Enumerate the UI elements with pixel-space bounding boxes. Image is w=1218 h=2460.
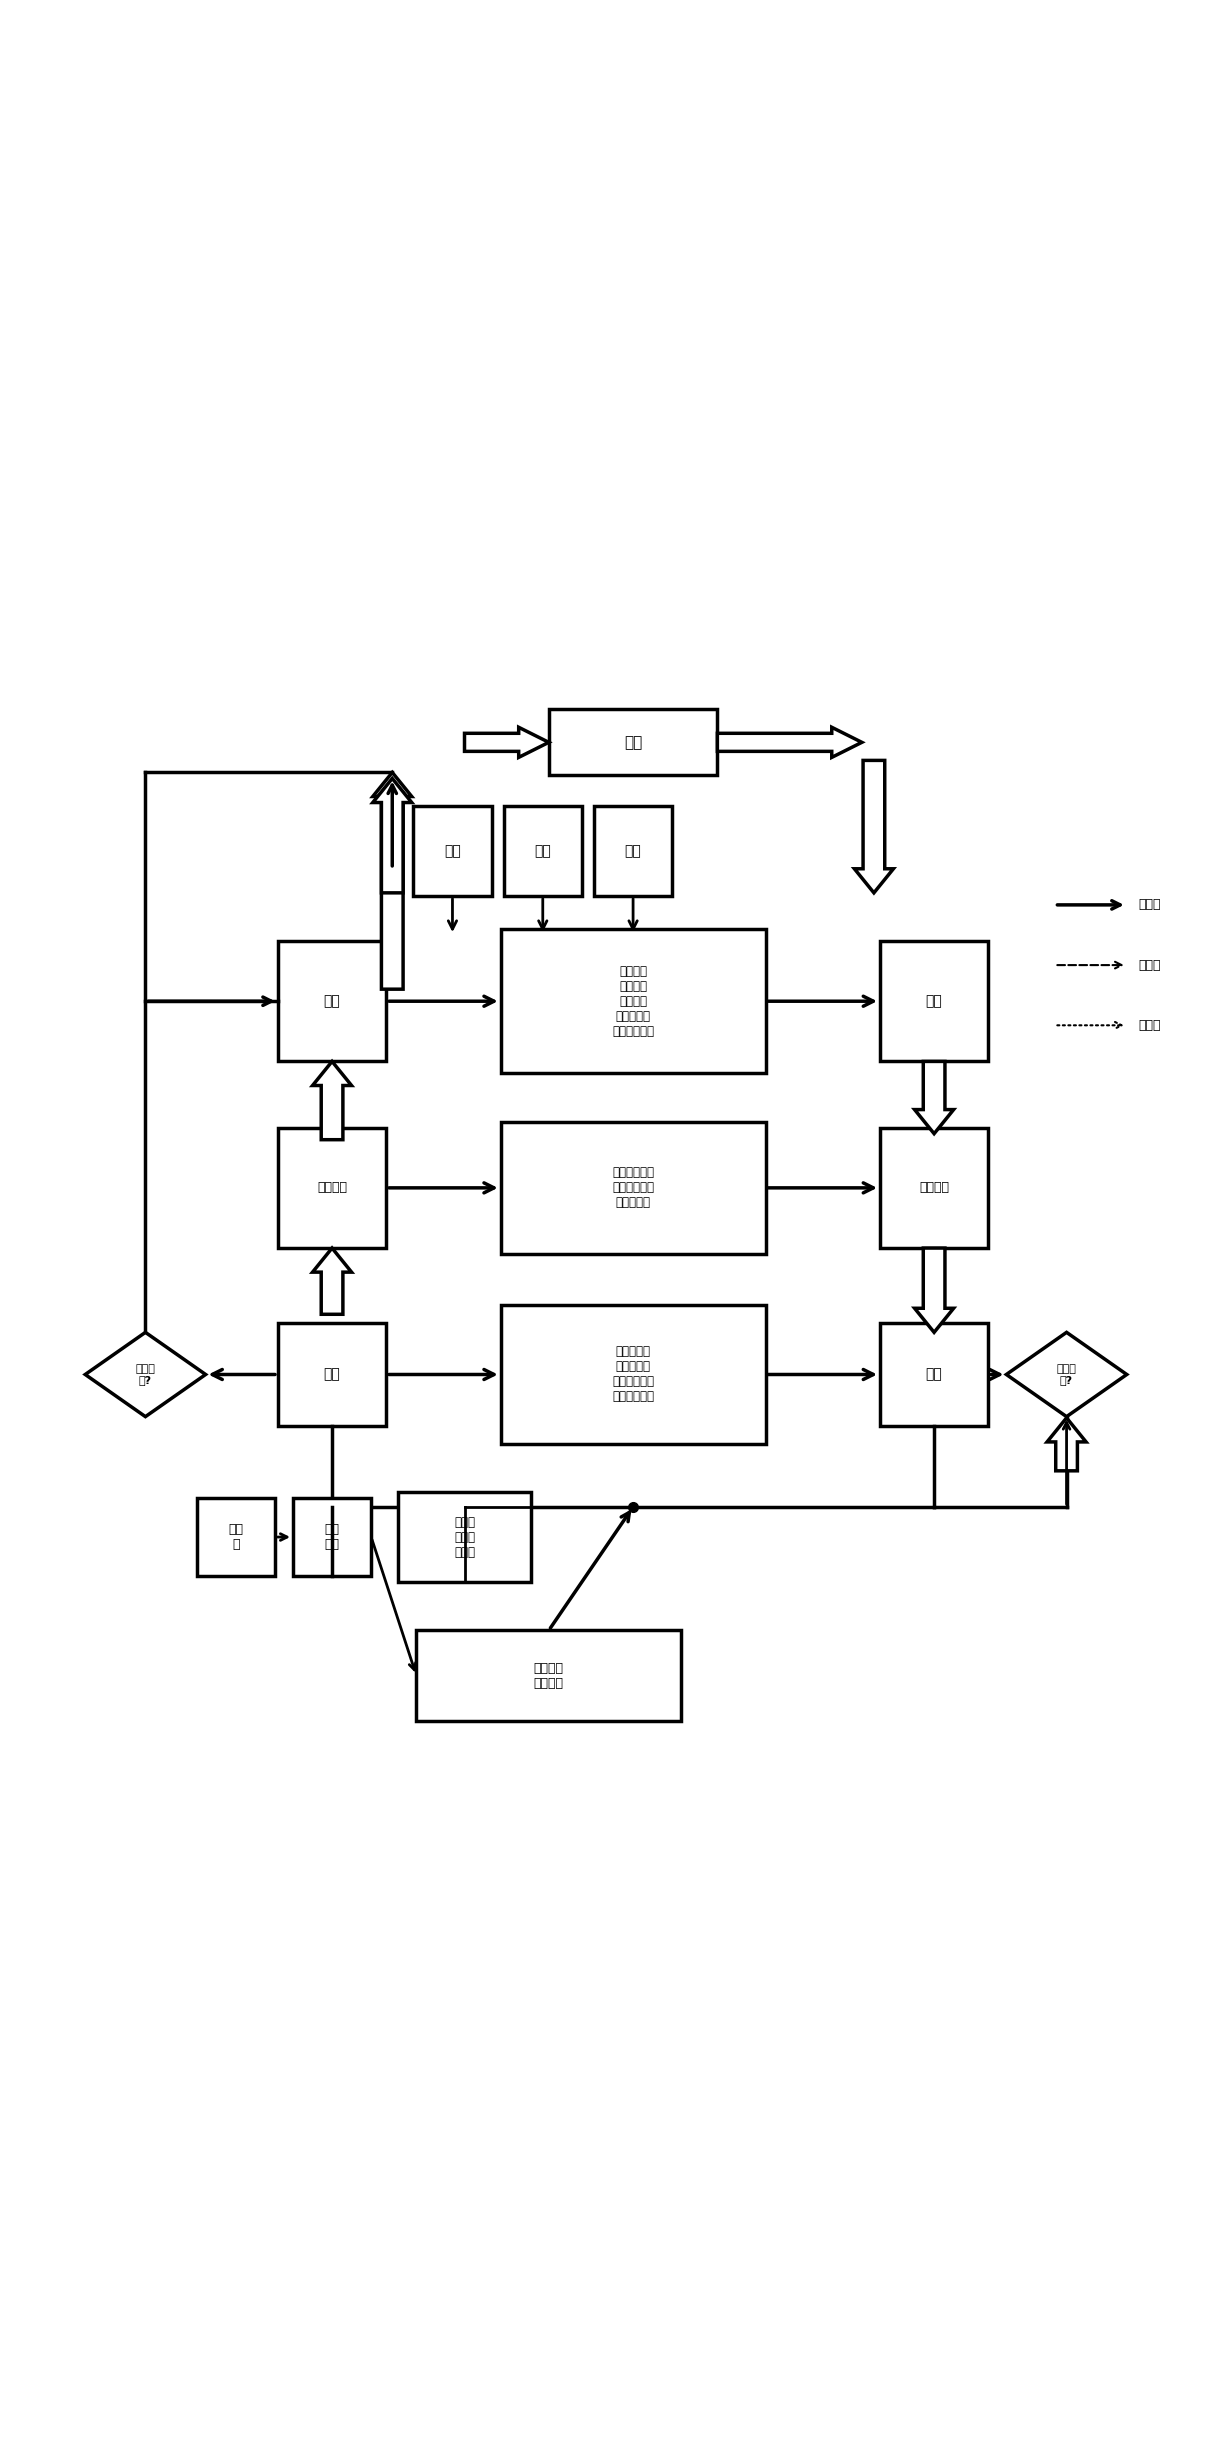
Bar <box>501 1306 766 1444</box>
Polygon shape <box>85 1333 206 1417</box>
Text: 数据流: 数据流 <box>1139 959 1161 972</box>
Polygon shape <box>1006 1333 1127 1417</box>
FancyArrow shape <box>373 777 412 893</box>
Text: 【运载工具】
部件标签识别
车载阅读器: 【运载工具】 部件标签识别 车载阅读器 <box>613 1166 654 1210</box>
FancyArrow shape <box>373 772 412 989</box>
FancyArrow shape <box>717 728 862 758</box>
Text: 库存不
足报警
触发值: 库存不 足报警 触发值 <box>454 1515 475 1560</box>
FancyArrow shape <box>915 1247 954 1333</box>
Text: 库内运输: 库内运输 <box>920 1181 949 1196</box>
FancyArrow shape <box>854 760 894 893</box>
FancyArrow shape <box>915 1060 954 1134</box>
Bar <box>278 1127 386 1247</box>
Bar <box>879 942 988 1060</box>
Text: 空间不
足?: 空间不 足? <box>135 1363 156 1385</box>
Bar <box>594 804 672 895</box>
Text: 下架: 下架 <box>926 994 943 1009</box>
Bar <box>549 708 717 775</box>
Bar <box>398 1491 531 1582</box>
Text: 工作流: 工作流 <box>1139 898 1161 910</box>
Text: 存储: 存储 <box>624 736 642 750</box>
Bar <box>413 804 492 895</box>
Bar <box>503 804 582 895</box>
Bar <box>879 1323 988 1427</box>
Text: 出库: 出库 <box>926 1368 943 1383</box>
Text: 库内运输: 库内运输 <box>317 1181 347 1196</box>
Text: 供货
商: 供货 商 <box>228 1523 244 1552</box>
Bar <box>501 930 766 1073</box>
Text: 【货位】
部件位置
货位标签
手持机软件
自动立体仓库: 【货位】 部件位置 货位标签 手持机软件 自动立体仓库 <box>613 964 654 1038</box>
Text: 上架: 上架 <box>324 994 340 1009</box>
Text: 控制流: 控制流 <box>1139 1018 1161 1031</box>
Text: 【出入口】
都能半固卡
部件位标识别
工位标签软件: 【出入口】 都能半固卡 部件位标识别 工位标签软件 <box>613 1346 654 1405</box>
Text: 派度: 派度 <box>625 844 642 859</box>
Bar <box>417 1631 681 1720</box>
FancyArrow shape <box>313 1247 352 1314</box>
Text: 盘点: 盘点 <box>445 844 460 859</box>
Bar <box>501 1122 766 1255</box>
Bar <box>196 1498 275 1577</box>
Bar <box>879 1127 988 1247</box>
FancyArrow shape <box>313 1060 352 1139</box>
FancyArrow shape <box>464 728 549 758</box>
Bar <box>278 1323 386 1427</box>
Text: 库存不
足?: 库存不 足? <box>1057 1363 1077 1385</box>
Bar <box>278 942 386 1060</box>
FancyArrow shape <box>1047 1417 1086 1471</box>
Text: 数据
接人: 数据 接人 <box>324 1523 340 1552</box>
Text: 入库: 入库 <box>324 1368 340 1383</box>
Text: 库存补充
预警策略: 库存补充 预警策略 <box>533 1660 564 1690</box>
Text: 拣选: 拣选 <box>535 844 552 859</box>
Bar <box>292 1498 371 1577</box>
